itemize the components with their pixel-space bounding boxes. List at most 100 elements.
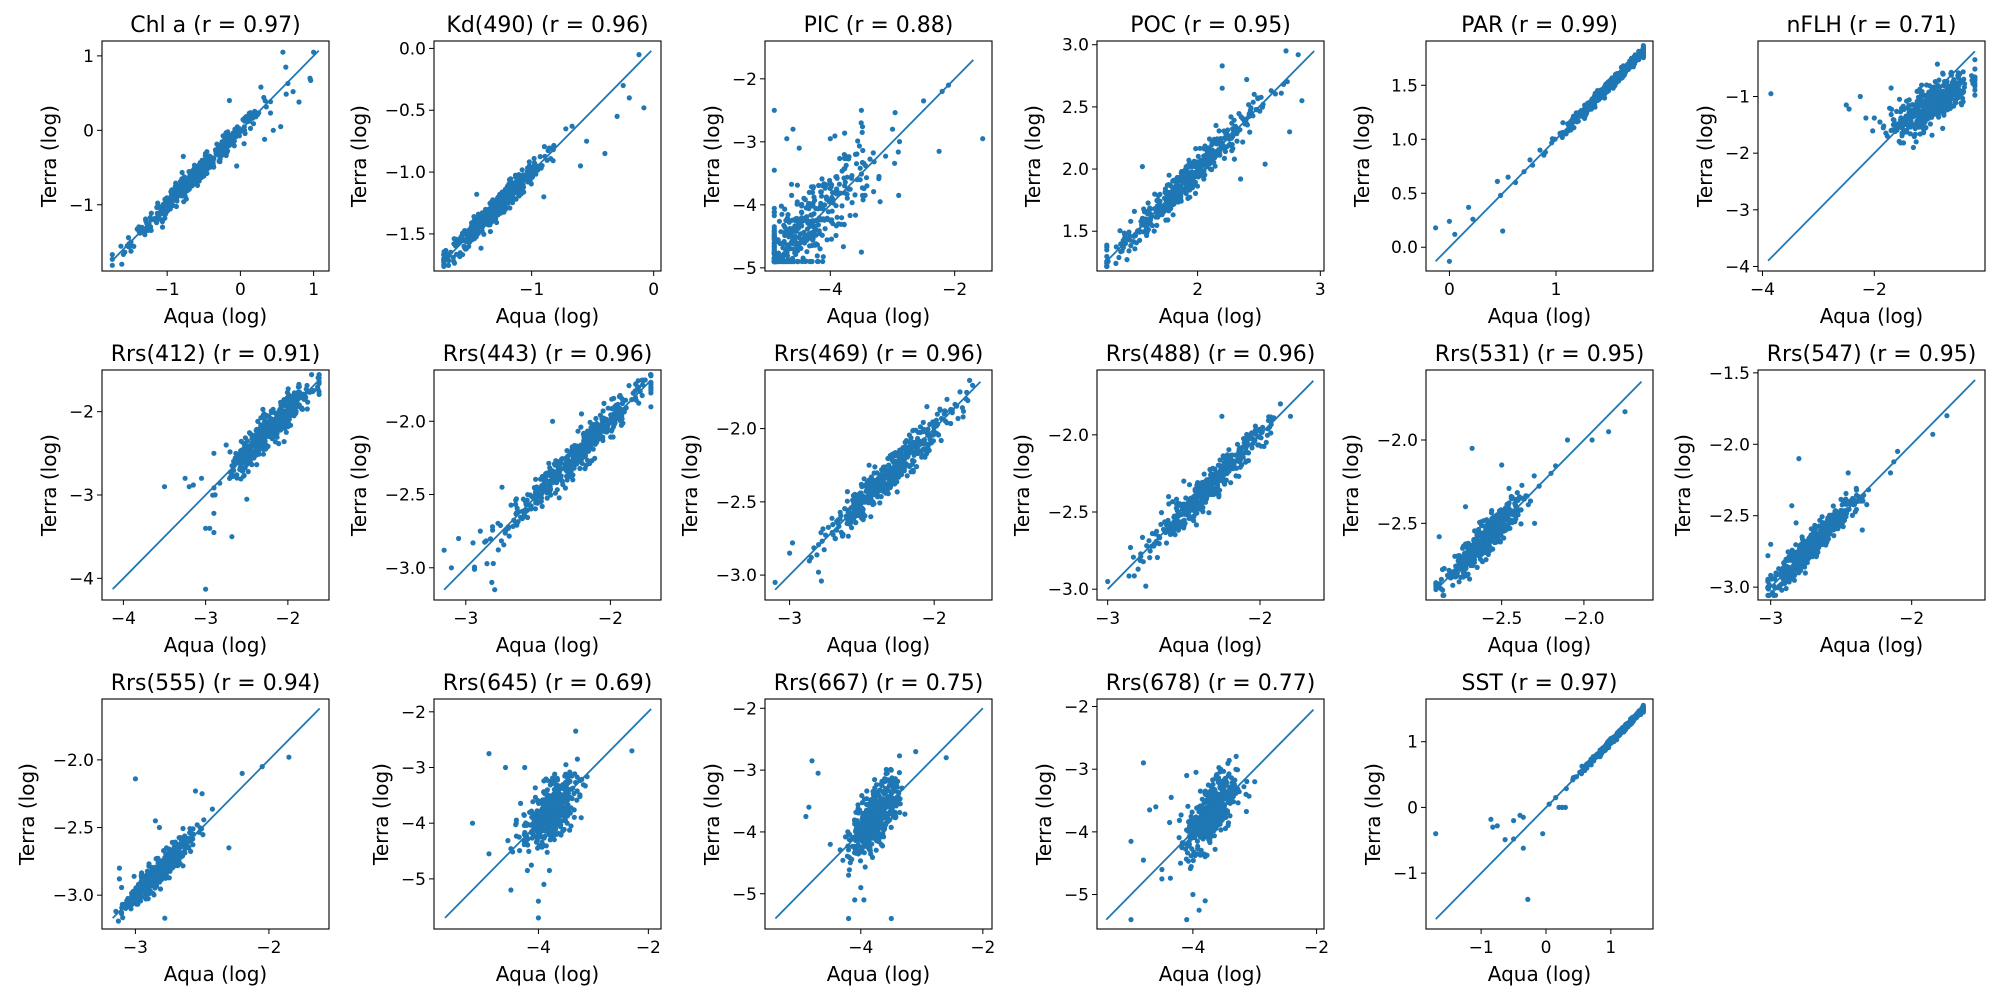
data-point xyxy=(833,203,839,209)
y-tick-label: 0.0 xyxy=(399,39,426,59)
data-point xyxy=(895,149,901,155)
data-point xyxy=(162,215,168,221)
data-point xyxy=(148,210,154,216)
data-point xyxy=(626,383,632,389)
data-point xyxy=(1299,98,1305,104)
data-point xyxy=(538,495,545,501)
data-point xyxy=(539,163,545,169)
data-point xyxy=(806,231,812,237)
data-point xyxy=(1234,441,1241,447)
data-point xyxy=(1246,102,1252,108)
scatter-points xyxy=(1433,409,1628,599)
data-point xyxy=(1122,232,1128,238)
y-axis-label: Terra (log) xyxy=(678,434,702,537)
data-point xyxy=(1527,157,1533,163)
identity-line xyxy=(112,379,320,590)
data-point xyxy=(234,475,240,481)
data-point xyxy=(1214,136,1220,142)
data-point xyxy=(1182,171,1188,177)
data-point xyxy=(1249,445,1255,451)
data-point xyxy=(1219,413,1225,419)
data-point xyxy=(1956,87,1962,93)
data-point xyxy=(1904,98,1910,104)
y-axis-label: Terra (log) xyxy=(1010,434,1034,537)
data-point xyxy=(875,494,881,500)
data-point xyxy=(1955,75,1962,81)
data-point xyxy=(1918,113,1924,119)
panel-title: Chl a (r = 0.97) xyxy=(130,13,301,38)
data-point xyxy=(1156,212,1162,218)
data-point xyxy=(602,150,608,157)
data-point xyxy=(574,459,580,465)
data-point xyxy=(1202,154,1208,161)
data-point xyxy=(541,194,547,200)
data-point xyxy=(550,418,556,424)
data-point xyxy=(897,447,903,453)
y-tick-label: −0.5 xyxy=(385,101,426,121)
data-point xyxy=(541,144,548,150)
data-point xyxy=(278,399,284,405)
data-point xyxy=(612,404,618,410)
data-point xyxy=(180,153,186,159)
identity-line xyxy=(773,59,974,263)
data-point xyxy=(911,452,917,458)
data-point xyxy=(1171,199,1177,205)
data-point xyxy=(838,529,844,535)
data-point xyxy=(1192,190,1199,196)
panel-title: nFLH (r = 0.71) xyxy=(1786,13,1956,38)
data-point xyxy=(1228,114,1234,120)
data-point xyxy=(1187,194,1193,200)
data-point xyxy=(1187,187,1193,193)
data-point xyxy=(1197,487,1203,493)
data-point xyxy=(855,494,861,500)
data-point xyxy=(155,204,161,210)
data-point xyxy=(834,187,840,193)
data-point xyxy=(1228,480,1234,486)
data-point xyxy=(109,252,115,258)
y-tick-label: 1.5 xyxy=(1391,76,1418,96)
data-point xyxy=(1226,447,1232,453)
data-point xyxy=(1113,260,1119,266)
axes-frame xyxy=(764,40,993,272)
data-point xyxy=(553,458,559,464)
y-tick-label: −1.5 xyxy=(385,225,426,245)
axes-frame xyxy=(433,369,662,601)
data-point xyxy=(1139,164,1145,170)
axes-frame xyxy=(1757,40,1986,272)
data-point xyxy=(1191,158,1197,164)
x-tick-label: −3 xyxy=(193,609,218,629)
data-point xyxy=(241,440,247,446)
axes-frame xyxy=(764,369,993,601)
data-point xyxy=(1917,131,1923,137)
x-tick-label: 0 xyxy=(235,280,246,300)
data-point xyxy=(1287,129,1293,135)
data-point xyxy=(179,193,185,199)
data-point xyxy=(1940,125,1946,131)
data-point xyxy=(570,460,576,467)
data-point xyxy=(182,475,188,481)
data-point xyxy=(492,587,498,593)
identity-line xyxy=(1106,50,1315,262)
data-point xyxy=(265,419,271,425)
data-point xyxy=(852,212,859,218)
data-point xyxy=(858,249,865,255)
data-point xyxy=(181,199,187,205)
data-point xyxy=(1209,142,1215,148)
data-point xyxy=(1117,228,1123,234)
data-point xyxy=(563,126,569,132)
data-point xyxy=(1128,243,1134,249)
data-point xyxy=(577,465,583,472)
data-point xyxy=(518,514,524,520)
identity-line xyxy=(1767,50,1976,262)
data-point xyxy=(1170,177,1176,183)
data-point xyxy=(196,174,202,180)
data-point xyxy=(815,569,822,575)
data-point xyxy=(1105,578,1111,585)
data-point xyxy=(895,474,902,480)
data-point xyxy=(1953,100,1959,106)
data-point xyxy=(545,487,551,493)
data-point xyxy=(1225,127,1231,133)
x-axis-label: Aqua (log) xyxy=(164,633,267,657)
x-tick-label: 0 xyxy=(1444,280,1455,300)
